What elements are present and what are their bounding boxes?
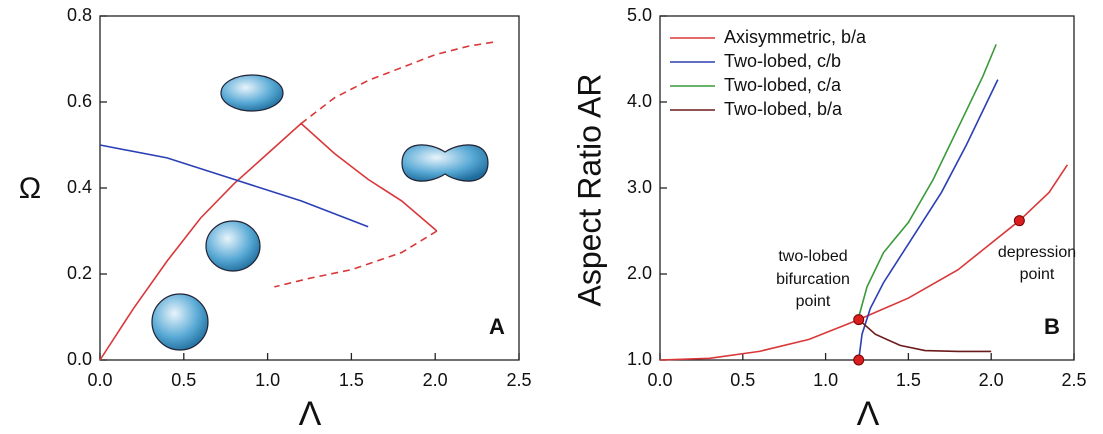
y-tick-label: 1.0 (627, 349, 652, 369)
annotation: point (1020, 266, 1055, 283)
y-tick-label: 5.0 (627, 5, 652, 25)
spheroid-icon (205, 220, 261, 272)
panel-label: B (1044, 314, 1060, 339)
marker-point (853, 354, 865, 366)
series-line (659, 164, 1069, 361)
series-line (99, 144, 369, 228)
annotation: point (796, 293, 831, 310)
oblate-icon (220, 74, 284, 112)
y-tick-label: 0.6 (67, 91, 92, 111)
sphere-icon (151, 293, 209, 351)
x-tick-label: 0.5 (171, 370, 196, 390)
x-tick-label: 1.0 (255, 370, 280, 390)
legend-label: Axisymmetric, b/a (724, 27, 867, 47)
annotation: depression (998, 244, 1076, 261)
x-tick-label: 1.5 (896, 370, 921, 390)
legend-label: Two-lobed, b/a (724, 99, 843, 119)
y-axis-title: Aspect Ratio AR (571, 74, 607, 307)
x-tick-label: 0.0 (647, 370, 672, 390)
x-axis-title: Λ (299, 395, 322, 433)
y-tick-label: 0.8 (67, 5, 92, 25)
x-tick-label: 2.5 (506, 370, 531, 390)
annotation: two-lobed (778, 248, 847, 265)
series-line (857, 79, 999, 361)
y-tick-label: 4.0 (627, 91, 652, 111)
y-axis-title: Ω (19, 172, 41, 205)
y-tick-label: 0.4 (67, 177, 92, 197)
y-tick-label: 0.0 (67, 349, 92, 369)
x-tick-label: 2.0 (979, 370, 1004, 390)
legend-label: Two-lobed, c/a (724, 75, 842, 95)
x-tick-label: 0.5 (730, 370, 755, 390)
series-line (99, 122, 438, 361)
two-lobed-icon (401, 144, 489, 182)
series-line (857, 44, 997, 318)
y-tick-label: 2.0 (627, 263, 652, 283)
series-line (274, 230, 438, 288)
x-tick-label: 2.0 (423, 370, 448, 390)
legend-label: Two-lobed, c/b (724, 51, 841, 71)
x-tick-label: 2.5 (1061, 370, 1086, 390)
x-tick-label: 1.5 (339, 370, 364, 390)
shape-icons (151, 74, 489, 351)
x-axis-title: Λ (857, 395, 880, 433)
plot-frame (659, 15, 1075, 361)
annotation: bifurcation (776, 271, 850, 288)
series-line (858, 318, 992, 353)
x-tick-label: 1.0 (813, 370, 838, 390)
series-line (300, 41, 496, 125)
marker-point (853, 314, 865, 326)
x-tick-label: 0.0 (87, 370, 112, 390)
y-tick-label: 0.2 (67, 263, 92, 283)
y-tick-label: 3.0 (627, 177, 652, 197)
marker-point (1013, 215, 1025, 227)
panel-label: A (489, 314, 505, 339)
